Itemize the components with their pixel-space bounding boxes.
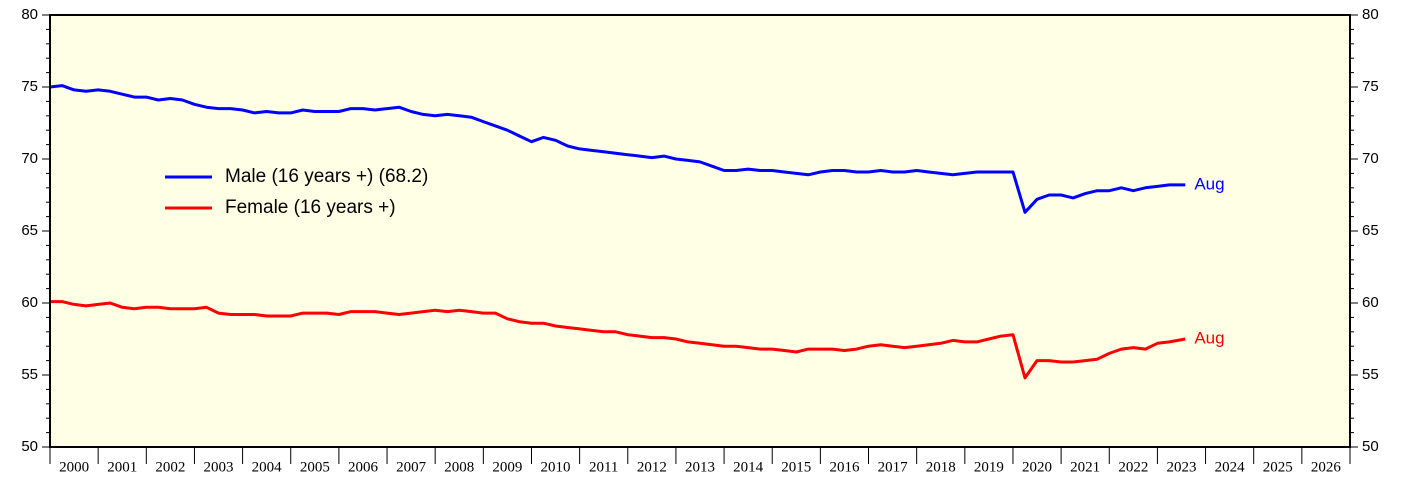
y-tick-label: 70: [21, 150, 38, 167]
x-tick-label: 2013: [685, 459, 715, 475]
x-tick-label: 2007: [396, 459, 427, 475]
x-tick-label: 2020: [1022, 459, 1052, 475]
y-tick-label: 65: [21, 222, 38, 239]
legend-label: Female (16 years +): [225, 197, 396, 218]
x-tick-label: 2024: [1215, 459, 1246, 475]
x-tick-label: 2026: [1311, 459, 1342, 475]
x-tick-label: 2010: [541, 459, 571, 475]
series-line: [50, 300, 1186, 380]
x-tick-label: 2009: [492, 459, 522, 475]
y-tick-label: 75: [21, 78, 38, 95]
x-tick-label: 2015: [781, 459, 811, 475]
y2-tick-label: 70: [1362, 150, 1379, 167]
y2-tick-label: 60: [1362, 294, 1379, 311]
plot-area: [50, 15, 1350, 447]
end-annotation: Aug: [1194, 174, 1224, 193]
x-tick-label: 2021: [1070, 459, 1100, 475]
y-tick-label: 60: [21, 294, 38, 311]
series-line: [49, 84, 1186, 214]
legend-label: Male (16 years +) (68.2): [225, 166, 428, 187]
end-annotation: Aug: [1194, 328, 1224, 347]
x-tick-label: 2016: [829, 459, 860, 475]
x-tick-label: 2002: [155, 459, 185, 475]
y2-tick-label: 80: [1362, 6, 1379, 23]
x-tick-label: 2014: [733, 459, 764, 475]
y2-tick-label: 50: [1362, 438, 1379, 455]
x-tick-label: 2003: [204, 459, 234, 475]
y2-tick-label: 65: [1362, 222, 1379, 239]
x-tick-label: 2019: [974, 459, 1004, 475]
x-tick-label: 2000: [59, 459, 89, 475]
x-tick-label: 2005: [300, 459, 330, 475]
x-tick-label: 2004: [252, 459, 283, 475]
y2-tick-label: 55: [1362, 366, 1379, 383]
y-tick-label: 80: [21, 6, 38, 23]
plot-border: [49, 14, 1351, 448]
x-tick-label: 2006: [348, 459, 379, 475]
x-tick-label: 2018: [926, 459, 956, 475]
x-tick-label: 2017: [878, 459, 909, 475]
x-tick-label: 2011: [589, 459, 618, 475]
x-tick-label: 2022: [1118, 459, 1148, 475]
x-tick-label: 2025: [1263, 459, 1293, 475]
y-tick-label: 50: [21, 438, 38, 455]
x-tick-label: 2012: [637, 459, 667, 475]
x-tick-label: 2001: [107, 459, 137, 475]
y-tick-label: 55: [21, 366, 38, 383]
y2-tick-label: 75: [1362, 78, 1379, 95]
x-tick-label: 2008: [444, 459, 474, 475]
x-tick-label: 2023: [1166, 459, 1196, 475]
